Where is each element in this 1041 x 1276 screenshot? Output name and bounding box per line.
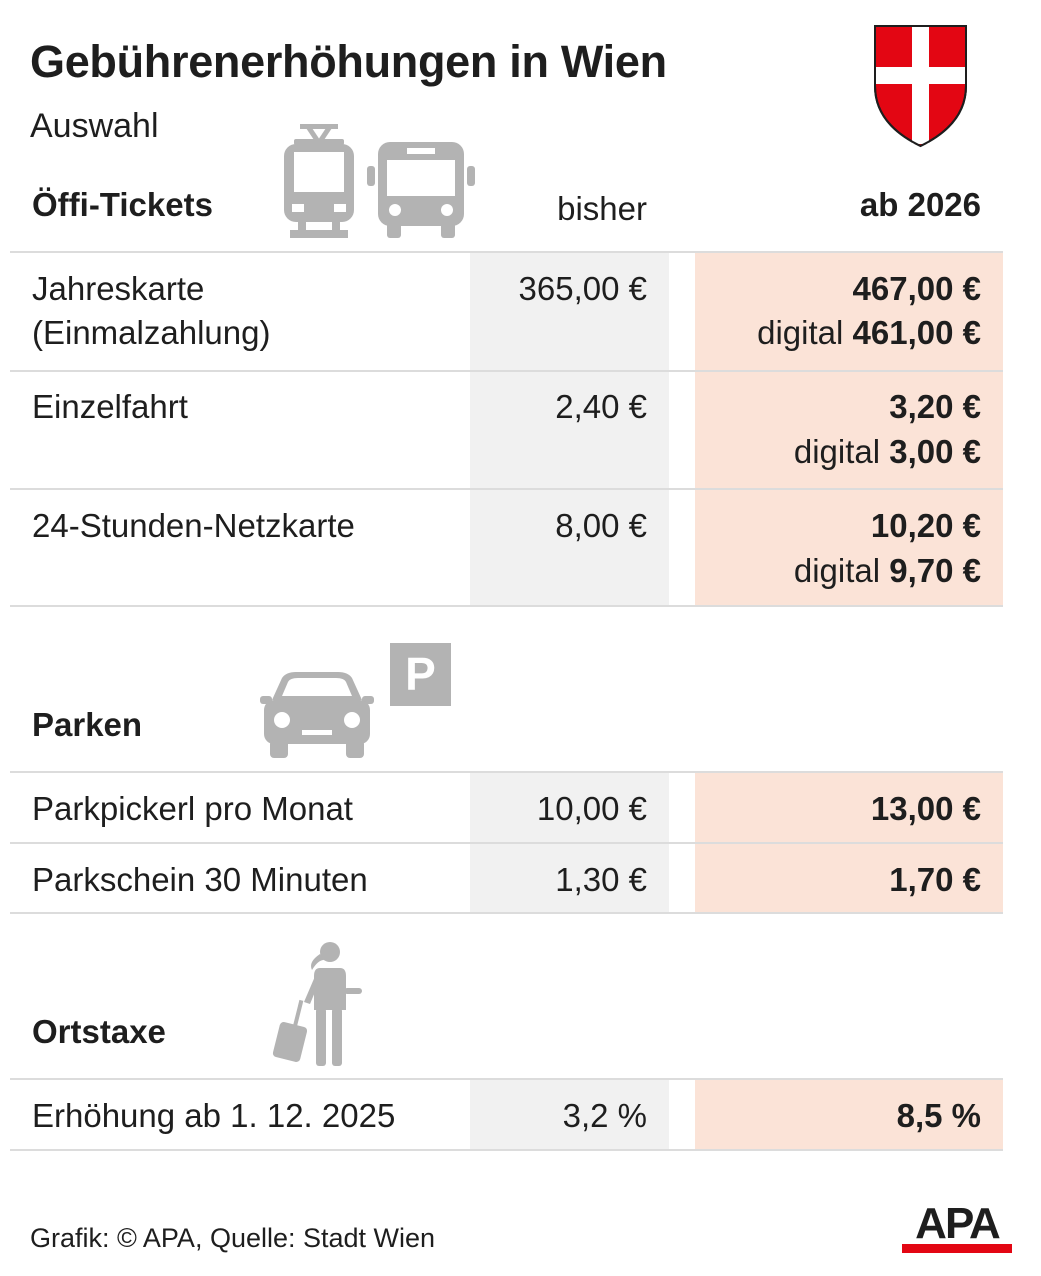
new-price-digital: digital 3,00 €: [793, 433, 981, 470]
old-column-background: [470, 252, 669, 607]
old-price: 8,00 €: [555, 507, 647, 544]
old-price: 1,30 €: [555, 861, 647, 898]
page-subtitle: Auswahl: [30, 107, 159, 145]
apa-logo: APA: [902, 1199, 1012, 1253]
old-value: 3,2 %: [562, 1097, 647, 1134]
divider: [10, 251, 1003, 253]
tram-icon: [280, 120, 358, 240]
new-price: 13,00 €: [870, 790, 981, 827]
apa-logo-text: APA: [915, 1199, 1001, 1248]
row-label: Einzelfahrt: [32, 388, 188, 425]
divider: [10, 605, 1003, 607]
section-title-oeffi: Öffi-Tickets: [32, 186, 213, 223]
divider: [10, 771, 1003, 773]
bus-icon: [365, 140, 477, 240]
traveler-with-suitcase-icon: [270, 940, 365, 1070]
section-title-ortstaxe: Ortstaxe: [32, 1013, 166, 1050]
parking-sign-icon: P: [390, 643, 451, 706]
row-label: Erhöhung ab 1. 12. 2025: [32, 1097, 396, 1134]
new-column-background: [695, 1079, 1003, 1150]
old-column-background: [470, 1079, 669, 1150]
column-header-old: bisher: [557, 190, 647, 227]
new-price: 3,20 €: [889, 388, 981, 425]
old-price: 10,00 €: [536, 790, 647, 827]
old-price: 2,40 €: [555, 388, 647, 425]
divider: [10, 912, 1003, 914]
apa-logo-bar: [902, 1244, 1012, 1253]
new-price: 10,20 €: [870, 507, 981, 544]
row-label: Parkschein 30 Minuten: [32, 861, 368, 898]
row-label: 24-Stunden-Netzkarte: [32, 507, 355, 544]
page-title: Gebührenerhöhungen in Wien: [30, 36, 667, 87]
column-header-new: ab 2026: [859, 186, 981, 223]
new-value: 8,5 %: [896, 1097, 981, 1134]
divider: [10, 370, 1003, 372]
new-price: 467,00 €: [852, 270, 981, 307]
divider: [10, 842, 1003, 844]
divider: [10, 1078, 1003, 1080]
divider: [10, 488, 1003, 490]
row-label: Parkpickerl pro Monat: [32, 790, 353, 827]
section-title-parken: Parken: [32, 706, 143, 743]
new-column-background: [695, 252, 1003, 607]
new-price: 1,70 €: [889, 861, 981, 898]
new-price-digital: digital 9,70 €: [793, 552, 981, 589]
vienna-coat-of-arms-icon: [873, 24, 968, 148]
divider: [10, 1149, 1003, 1151]
car-icon: [258, 672, 376, 760]
old-price: 365,00 €: [518, 270, 647, 307]
footer-credit: Grafik: © APA, Quelle: Stadt Wien: [30, 1223, 436, 1253]
new-price-digital: digital 461,00 €: [757, 314, 981, 351]
row-label: Jahreskarte (Einmalzahlung): [32, 270, 271, 351]
